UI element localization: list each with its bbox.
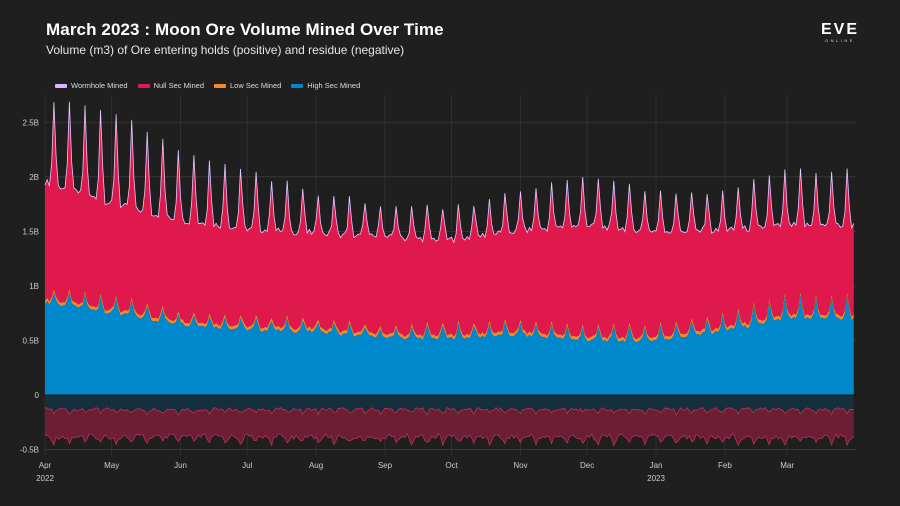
series-area-nullsec <box>45 102 854 340</box>
chart-legend: Wormhole Mined Null Sec Mined Low Sec Mi… <box>55 81 360 90</box>
y-tick-label: 2.5B <box>23 118 39 127</box>
residue-line-low <box>44 433 855 447</box>
y-tick-label: -0.5B <box>20 446 39 455</box>
x-tick-label: Feb <box>718 461 732 470</box>
x-tick-label: Mar <box>780 461 794 470</box>
series-line-wormhole <box>44 101 855 244</box>
legend-swatch-nullsec <box>137 83 150 88</box>
legend-item-lowsec[interactable]: Low Sec Mined <box>214 81 281 90</box>
legend-item-nullsec[interactable]: Null Sec Mined <box>137 81 205 90</box>
series-area-lowsec <box>45 288 854 343</box>
y-tick-label: 0.5B <box>23 336 39 345</box>
y-tick-label: 1B <box>29 282 39 291</box>
x-tick-sublabel: 2023 <box>647 474 665 483</box>
legend-label-highsec: High Sec Mined <box>307 81 361 90</box>
residue-line-high <box>44 407 854 416</box>
x-tick-label: Jan <box>650 461 663 470</box>
legend-label-lowsec: Low Sec Mined <box>230 81 282 90</box>
x-tick-label: Sep <box>378 461 393 470</box>
x-tick-label: Oct <box>445 461 458 470</box>
x-tick-label: Dec <box>580 461 594 470</box>
residue-gap-area <box>45 395 854 416</box>
chart-subtitle: Volume (m3) of Ore entering holds (posit… <box>46 43 405 57</box>
y-tick-label: 2B <box>29 173 39 182</box>
legend-label-wormhole: Wormhole Mined <box>71 81 128 90</box>
x-tick-label: Jul <box>242 461 252 470</box>
logo-sub-text: ONLINE <box>825 38 855 43</box>
legend-label-nullsec: Null Sec Mined <box>153 81 205 90</box>
legend-item-wormhole[interactable]: Wormhole Mined <box>55 81 128 90</box>
x-tick-label: Apr <box>39 461 52 470</box>
chart-title: March 2023 : Moon Ore Volume Mined Over … <box>46 20 444 39</box>
eve-online-logo: EVE ONLINE <box>814 22 866 44</box>
residue-area <box>45 407 854 446</box>
x-tick-label: May <box>104 461 119 470</box>
x-tick-label: Nov <box>513 461 527 470</box>
series-area-highsec <box>45 292 854 395</box>
y-tick-label: 0 <box>35 391 40 400</box>
legend-swatch-lowsec <box>214 83 227 88</box>
x-tick-label: Aug <box>309 461 323 470</box>
legend-swatch-wormhole <box>55 83 67 88</box>
logo-main-text: EVE <box>820 21 859 38</box>
x-tick-sublabel: 2022 <box>36 474 54 483</box>
x-tick-label: Jun <box>174 461 187 470</box>
legend-item-highsec[interactable]: High Sec Mined <box>291 81 360 90</box>
legend-swatch-highsec <box>291 83 304 88</box>
y-tick-label: 1.5B <box>23 227 39 236</box>
